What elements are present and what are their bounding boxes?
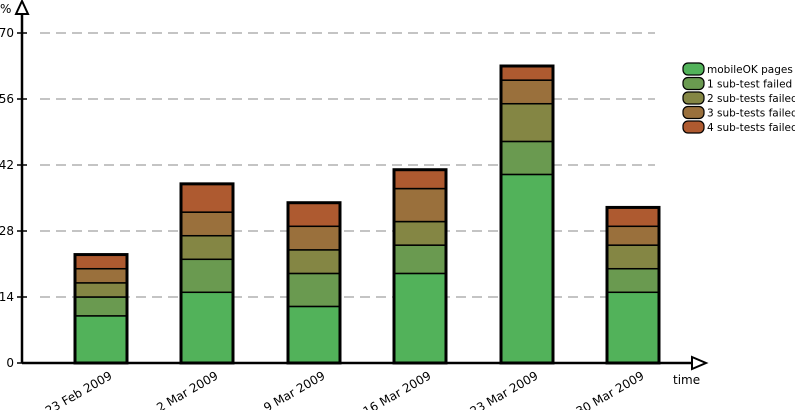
legend-swatch xyxy=(682,62,705,76)
x-tick-label: 9 Mar 2009 xyxy=(261,368,327,410)
x-tick-label: 16 Mar 2009 xyxy=(361,368,434,410)
bar-stack xyxy=(392,168,448,365)
bar-segment xyxy=(500,140,554,176)
bar-segment xyxy=(393,220,447,246)
legend: mobileOK pages 1 sub-test failed 2 sub-tes… xyxy=(682,62,795,134)
bar-segment xyxy=(180,291,234,364)
bar-segment xyxy=(393,187,447,223)
y-tick-label: 42 xyxy=(0,158,14,172)
bar-stack xyxy=(286,201,342,365)
y-tick-label: 28 xyxy=(0,224,14,238)
bar-stack xyxy=(179,182,235,365)
bar-stack xyxy=(605,205,661,365)
bars xyxy=(73,64,661,365)
y-tick-label: 14 xyxy=(0,290,14,304)
x-tick-labels: 23 Feb 2009 2 Mar 2009 9 Mar 2009 16 Mar 20… xyxy=(43,368,647,410)
legend-label: 1 sub-test failed xyxy=(707,79,792,91)
bar-segment xyxy=(287,305,341,364)
bar-segment xyxy=(287,225,341,251)
bar-segment xyxy=(287,249,341,275)
bar-segment xyxy=(500,79,554,105)
bar-stack xyxy=(499,64,555,365)
bar-segment xyxy=(606,267,660,294)
legend-swatch xyxy=(682,91,705,105)
bar-segment xyxy=(74,315,128,364)
x-tick-label: 23 Mar 2009 xyxy=(468,368,541,410)
bar-segment xyxy=(180,183,234,213)
y-axis-label: % xyxy=(0,2,11,16)
legend-label: 2 sub-tests failed xyxy=(707,93,795,105)
bar-segment xyxy=(74,253,128,270)
y-tick-label: 70 xyxy=(0,26,14,40)
bar-segment xyxy=(74,267,128,284)
x-axis-arrow xyxy=(691,355,709,371)
legend-swatch xyxy=(682,76,705,91)
bar-segment xyxy=(180,258,234,294)
legend-label: 3 sub-tests failed xyxy=(707,108,795,120)
legend-label: mobileOK pages xyxy=(707,64,793,76)
x-tick-label: 23 Feb 2009 xyxy=(43,368,115,410)
legend-swatch xyxy=(682,105,705,120)
y-tick-label: 0 xyxy=(6,356,14,370)
y-tick-label: 56 xyxy=(0,92,14,106)
bar-segment xyxy=(287,272,341,308)
bar-segment xyxy=(180,234,234,261)
axes: % time xyxy=(0,0,709,387)
bar-segment xyxy=(500,102,554,143)
bar-segment xyxy=(393,272,447,364)
bar-segment xyxy=(74,282,128,298)
x-axis-label: time xyxy=(673,373,700,387)
bar-segment xyxy=(74,296,128,317)
bar-segment xyxy=(606,206,660,228)
bar-segment xyxy=(500,173,554,364)
bar-segment xyxy=(606,291,660,364)
bar-segment xyxy=(606,244,660,270)
gridlines xyxy=(40,32,655,298)
bar-segment xyxy=(180,211,234,237)
legend-swatch xyxy=(682,120,705,134)
bar-segment xyxy=(606,225,660,246)
y-axis-arrow xyxy=(14,0,30,15)
x-tick-label: 2 Mar 2009 xyxy=(154,368,220,410)
bar-segment xyxy=(287,201,341,228)
x-tick-label: 30 Mar 2009 xyxy=(574,368,647,410)
bar-segment xyxy=(500,65,554,81)
bar-segment xyxy=(393,244,447,275)
legend-label: 4 sub-tests failed xyxy=(707,122,795,134)
bar-stack xyxy=(73,253,129,365)
bar-segment xyxy=(393,168,447,190)
y-ticks: 0 14 28 42 56 70 xyxy=(0,26,27,370)
